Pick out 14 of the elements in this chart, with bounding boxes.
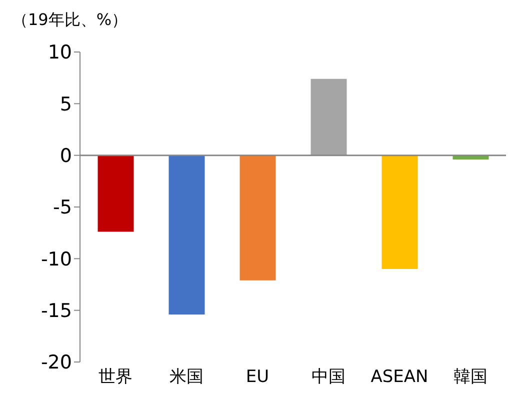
x-tick-label: 世界 — [98, 367, 132, 388]
y-tick-label: 5 — [60, 93, 72, 116]
y-tick-label: -10 — [40, 248, 72, 270]
y-axis-title: （19年比、%） — [12, 10, 128, 31]
x-tick-label: 韓国 — [454, 367, 488, 388]
x-tick-label: 米国 — [170, 367, 204, 388]
x-tick-label: 中国 — [312, 367, 346, 388]
y-tick-label: -20 — [40, 352, 72, 374]
y-tick-label: 10 — [48, 42, 72, 64]
y-tick-label: 0 — [60, 145, 72, 168]
x-tick-label: EU — [246, 367, 270, 388]
x-tick-label: ASEAN — [370, 367, 428, 388]
y-tick-label: -15 — [40, 300, 72, 322]
y-tick-label: -5 — [53, 196, 72, 219]
